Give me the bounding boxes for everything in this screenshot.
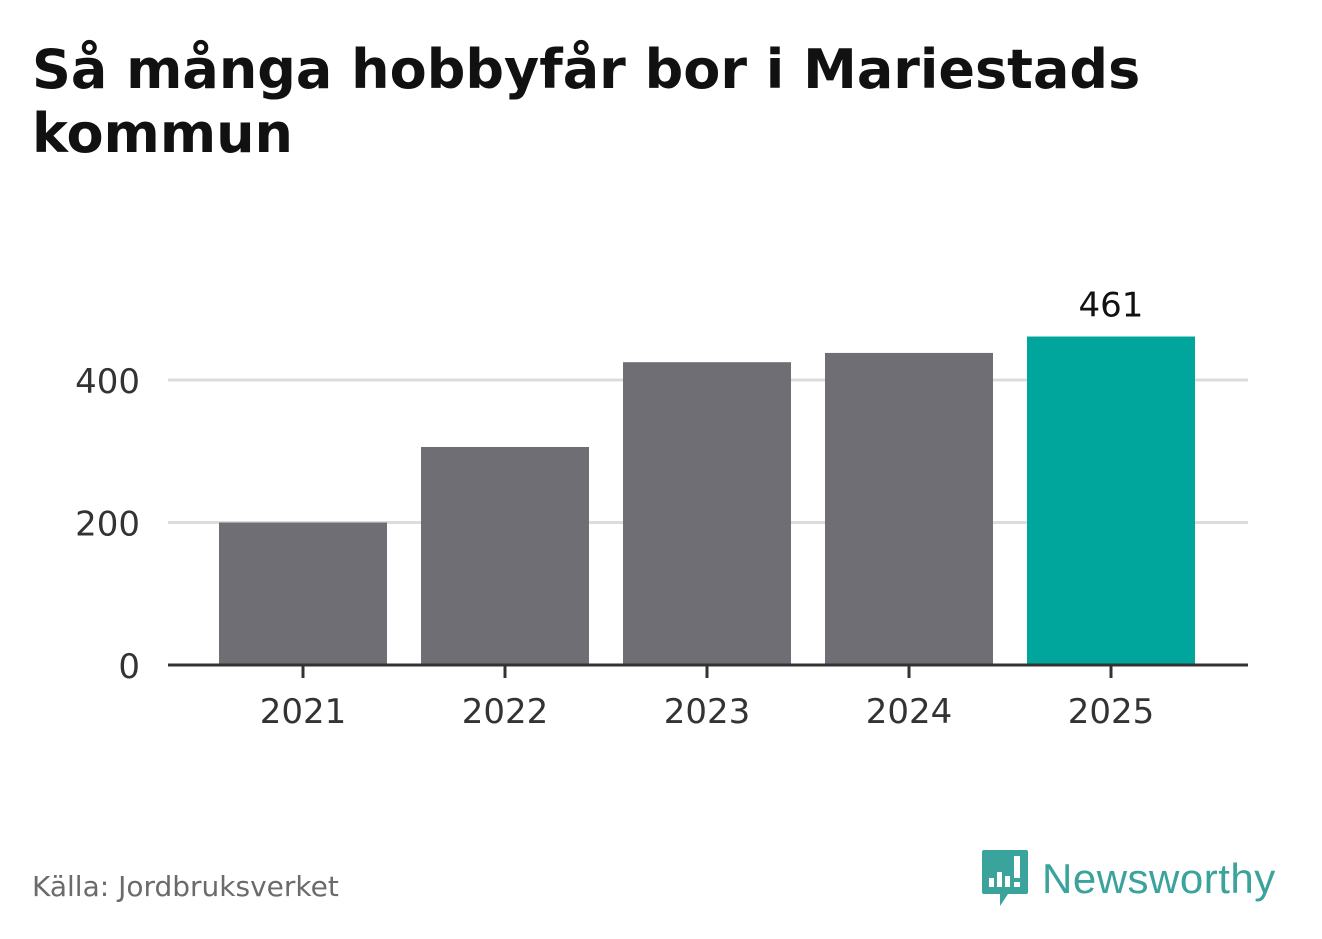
bar-2023 xyxy=(623,362,791,665)
data-label: 461 xyxy=(1079,286,1144,326)
source-note: Källa: Jordbruksverket xyxy=(32,870,339,903)
x-tick-label: 2022 xyxy=(462,692,549,732)
bar-2022 xyxy=(421,446,589,665)
y-tick-label: 400 xyxy=(75,362,140,402)
labels: 0 200 400 2021 2022 2023 2024 2025 461 xyxy=(75,286,1154,732)
chart-title: Så många hobbyfår bor i Mariestads kommu… xyxy=(32,38,1141,165)
y-tick-label: 0 xyxy=(118,647,140,687)
x-tick-label: 2021 xyxy=(260,692,347,732)
axes xyxy=(168,663,1248,678)
y-tick-label: 200 xyxy=(75,505,140,545)
newsworthy-logo-text: Newsworthy xyxy=(1042,855,1276,902)
x-tick-label: 2024 xyxy=(866,692,953,732)
newsworthy-logo-icon xyxy=(982,850,1028,906)
bar-2024 xyxy=(825,352,993,665)
bar-2025 xyxy=(1027,336,1195,665)
x-tick-label: 2023 xyxy=(664,692,751,732)
newsworthy-logo: Newsworthy xyxy=(980,848,1276,910)
bar-2021 xyxy=(219,522,387,665)
bars xyxy=(219,336,1195,665)
x-tick-label: 2025 xyxy=(1068,692,1155,732)
